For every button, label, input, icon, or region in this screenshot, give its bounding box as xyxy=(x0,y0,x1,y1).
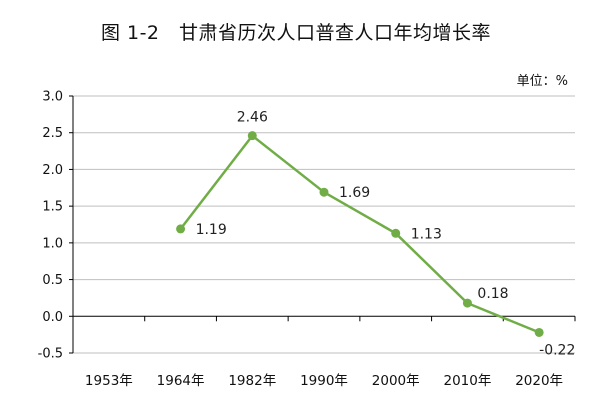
data-point xyxy=(319,187,329,197)
data-point xyxy=(534,327,544,337)
series-group xyxy=(176,131,544,337)
data-point xyxy=(462,298,472,308)
data-label: 0.18 xyxy=(477,286,508,302)
x-tick-label: 2000年 xyxy=(372,373,420,389)
chart-title: 图 1-2 甘肃省历次人口普查人口年均增长率 xyxy=(100,22,492,44)
x-tick-label: 1964年 xyxy=(157,373,205,389)
y-tick-label: -0.5 xyxy=(38,347,63,362)
y-tick-label: 0.5 xyxy=(42,273,63,288)
y-tick-label: 1.5 xyxy=(42,200,63,215)
y-tick-label: 3.0 xyxy=(42,90,63,105)
y-tick-label: 2.5 xyxy=(42,126,63,141)
y-tick-label: 0.0 xyxy=(42,310,63,325)
data-label: -0.22 xyxy=(539,342,575,358)
y-tick-label: 1.0 xyxy=(42,236,63,251)
data-label: 1.13 xyxy=(411,226,442,242)
unit-label: 单位：% xyxy=(516,74,568,89)
data-label: 1.19 xyxy=(196,222,227,238)
data-point xyxy=(176,224,186,234)
axes: -0.5 0.0 0.5 1.0 1.5 2.0 2.5 3.0 1953年 1964年 1982年… xyxy=(38,90,576,389)
data-point xyxy=(391,228,401,238)
data-labels: 1.19 2.46 1.69 1.13 0.18 -0.22 xyxy=(196,110,576,359)
x-tick-label: 1953年 xyxy=(85,373,133,389)
data-point xyxy=(247,131,257,141)
gridlines xyxy=(73,95,575,354)
x-tick-label: 1990年 xyxy=(300,373,348,389)
series-line xyxy=(179,134,540,334)
y-tick-label: 2.0 xyxy=(42,163,63,178)
x-tick-label: 2020年 xyxy=(515,373,563,389)
x-tick-label: 2010年 xyxy=(443,373,491,389)
data-label: 1.69 xyxy=(339,185,370,201)
data-label: 2.46 xyxy=(237,110,268,126)
x-tick-label: 1982年 xyxy=(228,373,276,389)
